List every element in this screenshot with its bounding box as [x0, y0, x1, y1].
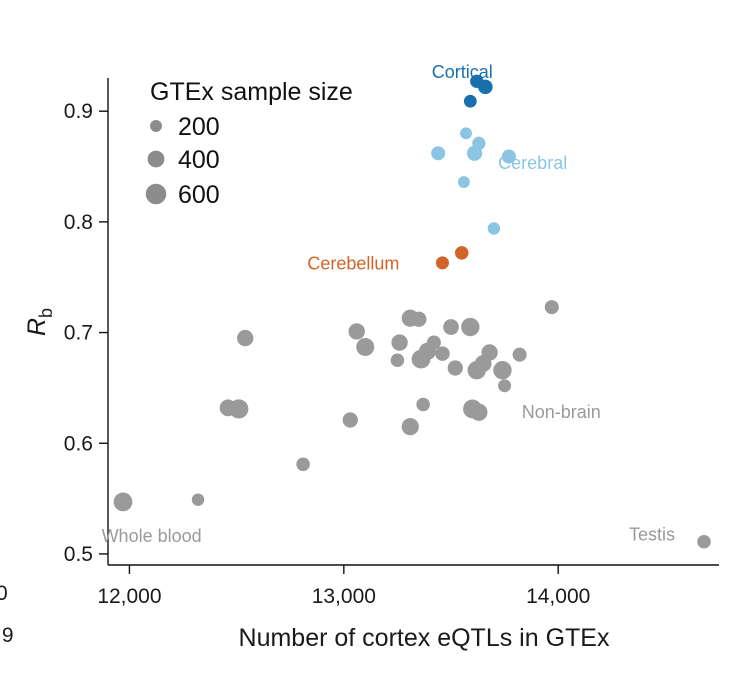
point-non-brain: [113, 492, 133, 512]
cropped-left-label-1: 0: [0, 582, 8, 605]
label-cortical: Cortical: [432, 62, 493, 82]
y-tick-label: 0.9: [64, 100, 93, 123]
point-non-brain: [348, 323, 365, 340]
axes: 0.5 0.6 0.7 0.8 0.9 12,000 13,000 14,000 Number …: [23, 78, 719, 652]
point-cerebellum: [454, 246, 469, 260]
point-non-brain: [356, 337, 375, 356]
y-axis-title: Rb: [23, 308, 56, 336]
label-non-brain: Non-brain: [522, 402, 601, 422]
label-whole-blood: Whole blood: [102, 526, 202, 546]
point-non-brain: [229, 399, 249, 419]
y-tick-label: 0.8: [64, 211, 93, 234]
annotations: Cortical Cerebral Cerebellum Non-brain Whole…: [102, 62, 675, 546]
y-tick-label: 0.6: [64, 432, 93, 455]
data-points: [113, 74, 711, 549]
point-cerebral: [487, 222, 501, 235]
point-non-brain: [470, 403, 488, 421]
point-non-brain: [461, 317, 480, 337]
legend-label: 200: [178, 113, 220, 141]
label-cerebellum: Cerebellum: [307, 253, 399, 273]
point-non-brain: [697, 534, 711, 549]
point-cerebral: [457, 176, 470, 188]
point-cerebral: [501, 149, 516, 164]
point-non-brain: [237, 329, 254, 347]
point-non-brain: [512, 347, 527, 362]
legend-label: 400: [178, 146, 220, 174]
point-cerebral: [466, 145, 483, 161]
label-cerebral: Cerebral: [498, 153, 567, 173]
legend-marker: [147, 150, 165, 168]
point-non-brain: [467, 360, 486, 380]
y-tick-label: 0.5: [64, 543, 93, 566]
point-non-brain: [498, 379, 512, 393]
point-non-brain: [342, 412, 358, 428]
point-non-brain: [416, 397, 430, 412]
x-tick-label: 14,000: [526, 585, 590, 608]
point-non-brain: [411, 311, 427, 327]
point-non-brain: [401, 418, 419, 436]
cropped-left-label-2: .9: [0, 624, 14, 647]
x-tick-label: 12,000: [97, 585, 161, 608]
point-non-brain: [435, 346, 450, 361]
x-axis-title: Number of cortex eQTLs in GTEx: [239, 624, 610, 652]
point-non-brain: [391, 334, 408, 351]
y-tick-label: 0.7: [64, 322, 93, 345]
point-non-brain: [447, 360, 463, 376]
point-non-brain: [390, 353, 405, 368]
label-testis: Testis: [629, 525, 675, 545]
point-cortical: [463, 94, 477, 108]
legend-label: 600: [178, 181, 220, 209]
point-cortical: [478, 79, 493, 95]
legend-title: GTEx sample size: [150, 78, 353, 106]
point-non-brain: [493, 360, 512, 380]
point-cerebral: [431, 146, 446, 161]
legend: GTEx sample size 200 400 600: [145, 78, 353, 209]
legend-marker: [150, 120, 162, 132]
x-tick-label: 13,000: [312, 585, 376, 608]
point-non-brain: [544, 300, 559, 315]
point-non-brain: [443, 319, 459, 335]
point-cerebellum: [435, 256, 449, 270]
point-non-brain: [296, 457, 310, 472]
point-non-brain: [191, 493, 205, 506]
point-non-brain: [411, 349, 431, 369]
point-cerebral: [460, 127, 472, 140]
legend-marker: [145, 183, 167, 205]
